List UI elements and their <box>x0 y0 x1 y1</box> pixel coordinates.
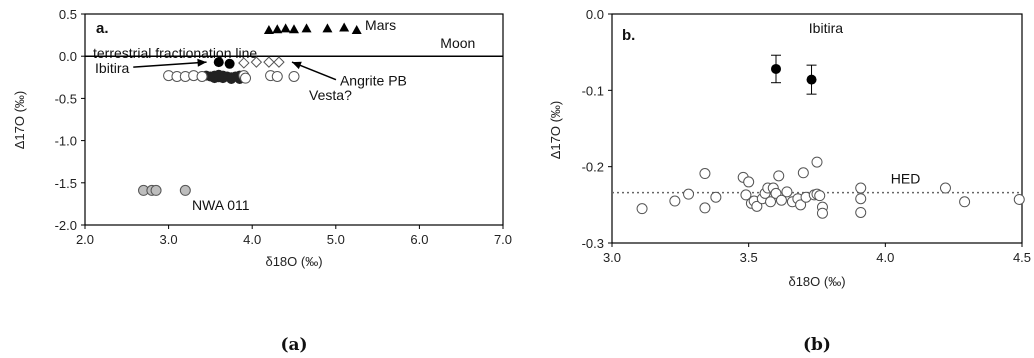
annotation-label: NWA 011 <box>192 197 250 213</box>
x-tick-label: 7.0 <box>494 232 512 247</box>
annotation-arrow <box>133 61 207 68</box>
data-point <box>855 206 867 218</box>
x-tick-label: 5.0 <box>327 232 345 247</box>
x-tick-label: 2.0 <box>76 232 94 247</box>
y-tick-label: -0.5 <box>55 91 77 106</box>
data-point <box>669 195 681 207</box>
panel-a-label: a. <box>96 20 109 37</box>
panel-b-xlabel: δ18O (‰) <box>788 274 845 289</box>
y-tick-label: -1.0 <box>55 134 77 149</box>
data-point <box>743 176 755 188</box>
data-point <box>699 202 711 214</box>
data-point <box>213 69 224 80</box>
data-point <box>814 190 826 202</box>
data-point <box>273 56 285 68</box>
data-point <box>351 25 362 35</box>
y-tick-label: -0.3 <box>582 236 604 251</box>
annotation-label: Mars <box>365 17 396 33</box>
panel-a-refline-label: terrestrial fractionation line <box>93 45 257 61</box>
panel-a: a. δ18O (‰) Δ17O (‰) (a) terrestrial fra… <box>12 7 512 355</box>
panel-b-ylabel: Δ17O (‰) <box>548 101 563 160</box>
data-point <box>271 70 283 82</box>
data-point <box>289 24 299 34</box>
annotation-label: HED <box>891 170 921 186</box>
data-point <box>636 203 648 215</box>
data-point <box>795 199 807 211</box>
annotation-label: Vesta? <box>309 87 352 103</box>
data-point <box>855 193 867 205</box>
data-point <box>250 56 263 68</box>
y-tick-label: -1.5 <box>55 176 77 191</box>
data-point <box>806 74 817 85</box>
y-tick-label: 0.5 <box>59 7 77 22</box>
data-point <box>213 57 224 68</box>
panel-b: b. δ18O (‰) Δ17O (‰) (b) 3.0 3.5 4.0 4.5 0.0… <box>548 7 1031 355</box>
data-point <box>939 182 951 194</box>
annotation-label: Angrite PB <box>340 73 407 89</box>
panel-a-caption: (a) <box>280 335 307 355</box>
y-tick-label: 0.0 <box>586 7 604 22</box>
data-point <box>775 194 787 206</box>
data-point <box>811 156 823 168</box>
data-point <box>240 72 252 84</box>
data-point <box>751 200 763 212</box>
data-point <box>339 22 350 32</box>
y-tick-label: -0.2 <box>582 160 604 175</box>
x-tick-label: 3.0 <box>603 250 621 265</box>
data-point <box>196 70 208 82</box>
data-point <box>699 168 711 180</box>
annotation-label: Ibitira <box>95 60 129 76</box>
data-point <box>238 57 250 69</box>
data-point <box>280 23 291 33</box>
panel-b-frame <box>611 13 1023 244</box>
x-tick-label: 4.0 <box>876 250 894 265</box>
y-tick-label: -0.1 <box>582 83 604 98</box>
x-tick-label: 3.5 <box>740 250 758 265</box>
data-point <box>959 196 971 208</box>
x-tick-label: 4.5 <box>1013 250 1031 265</box>
annotation-label: Ibitira <box>809 20 843 36</box>
data-point <box>263 25 274 35</box>
data-point <box>224 58 235 69</box>
annotation-arrowhead <box>291 61 302 70</box>
data-point <box>272 24 283 34</box>
panel-b-caption: (b) <box>803 335 831 355</box>
data-point <box>301 23 312 33</box>
panel-b-label: b. <box>622 27 635 44</box>
data-point <box>1013 193 1025 205</box>
data-point <box>773 170 785 182</box>
data-point <box>797 167 809 179</box>
data-point <box>771 63 781 74</box>
data-point <box>740 189 752 201</box>
data-point <box>263 56 275 68</box>
data-point <box>226 73 237 84</box>
data-point <box>781 186 793 198</box>
data-point <box>710 191 722 203</box>
data-point <box>765 196 777 208</box>
x-tick-label: 6.0 <box>410 232 428 247</box>
panel-a-ylabel: Δ17O (‰) <box>12 91 27 150</box>
data-point <box>150 184 162 196</box>
data-point <box>179 184 191 196</box>
annotation-arrowhead <box>197 58 207 67</box>
data-point <box>816 207 828 219</box>
data-point <box>855 182 867 194</box>
y-tick-label: 0.0 <box>59 49 77 64</box>
panel-a-frame <box>84 13 504 226</box>
data-point <box>683 188 695 200</box>
annotation-label: Moon <box>440 35 475 51</box>
y-tick-label: -2.0 <box>55 218 77 233</box>
x-tick-label: 3.0 <box>160 232 178 247</box>
data-point <box>288 70 300 82</box>
data-point <box>322 23 333 33</box>
panel-a-xlabel: δ18O (‰) <box>265 254 322 269</box>
x-tick-label: 4.0 <box>243 232 261 247</box>
